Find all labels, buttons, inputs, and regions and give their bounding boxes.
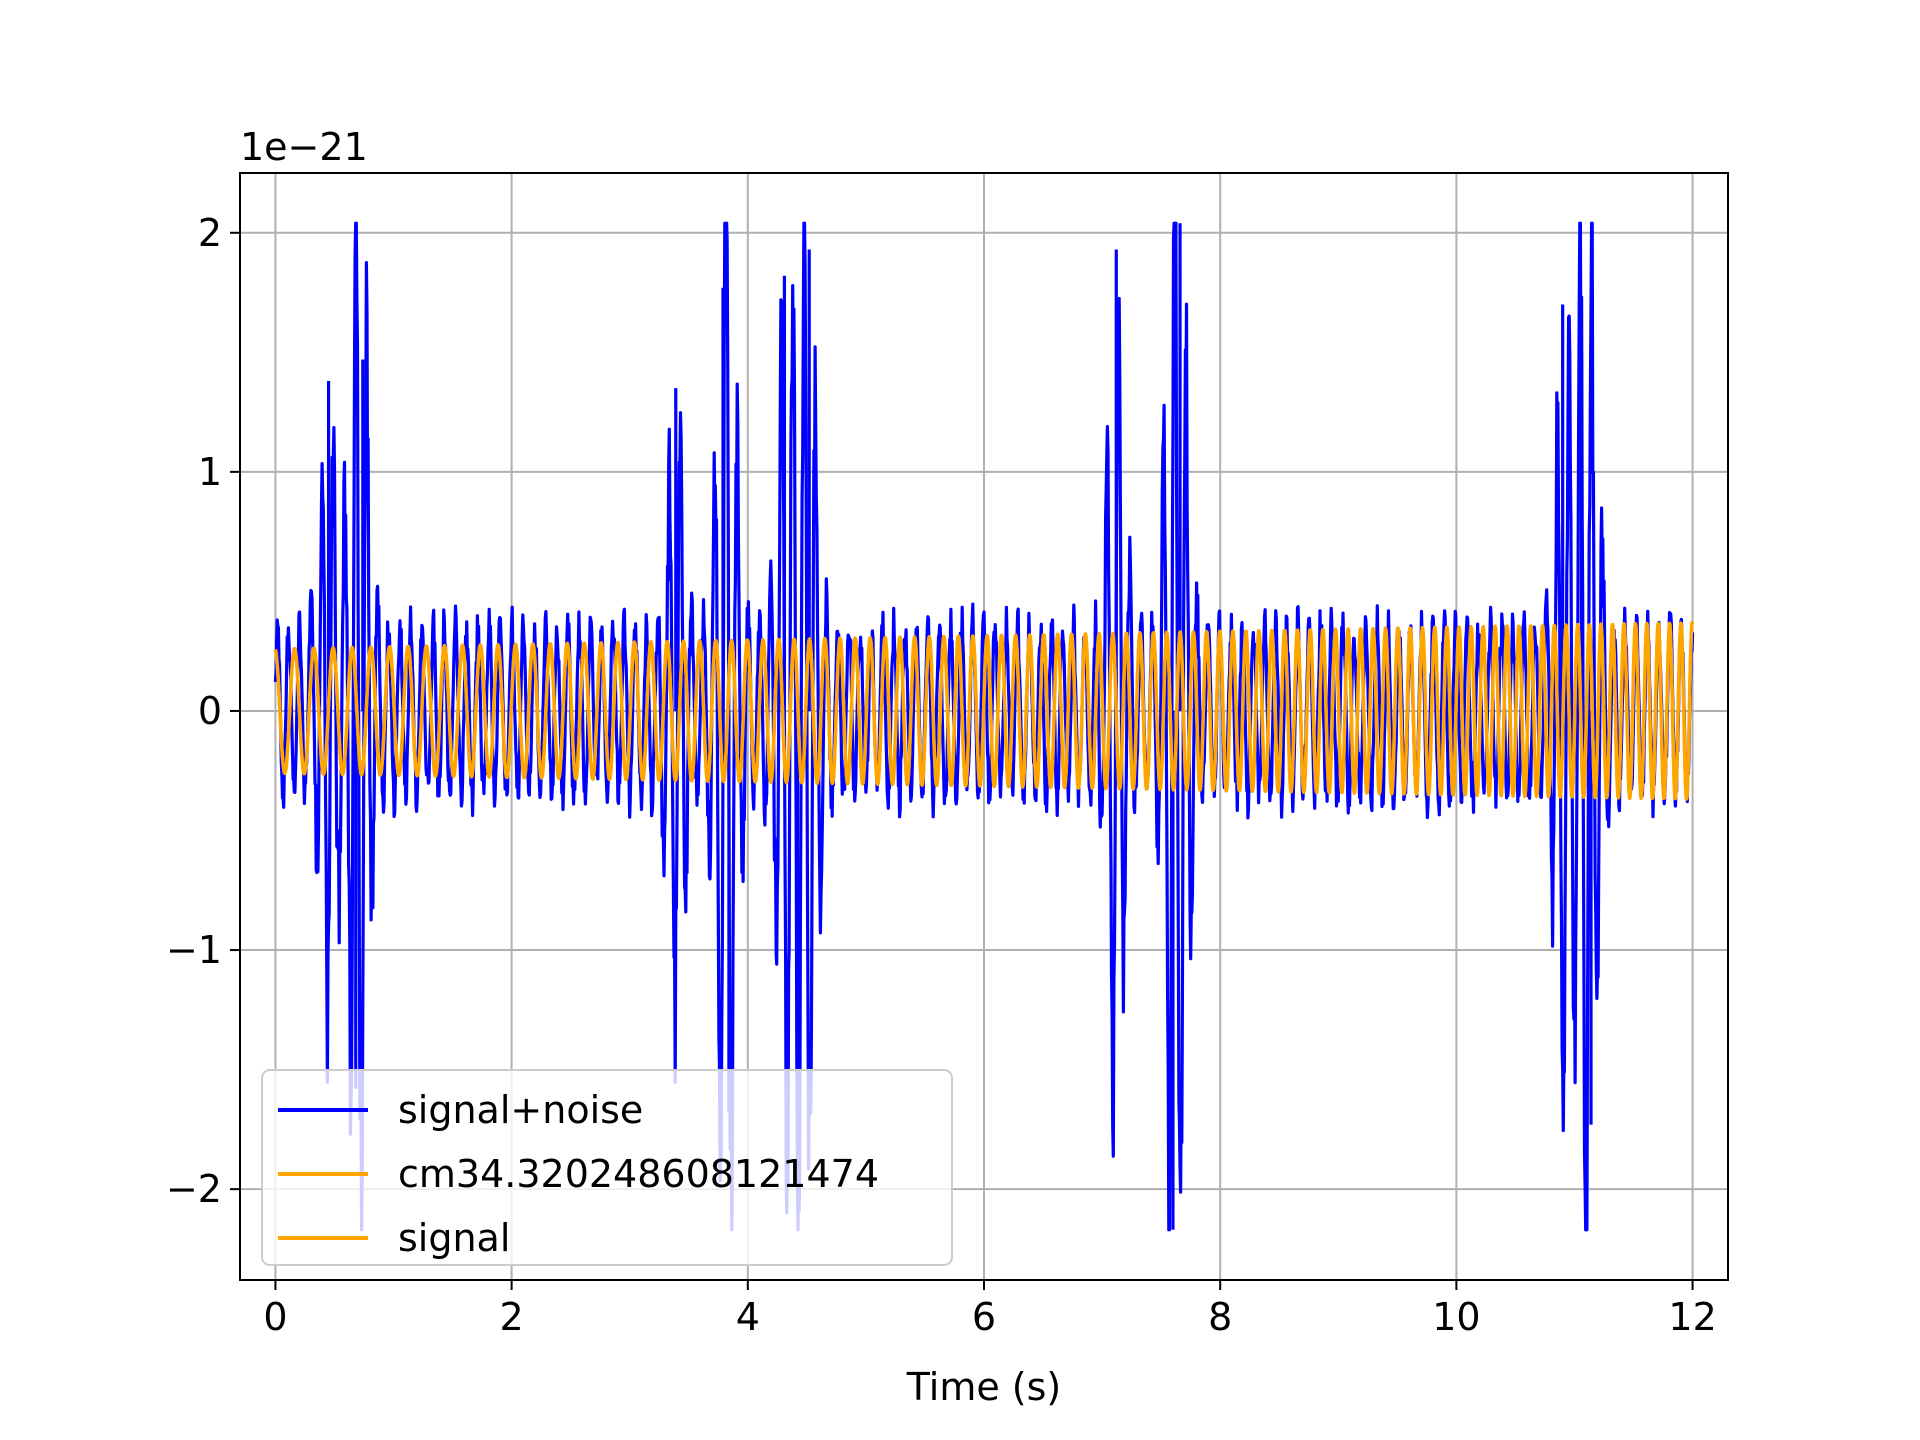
legend: signal+noise cm34.320248608121474 signal <box>261 1069 953 1266</box>
legend-label: cm34.320248608121474 <box>398 1152 879 1196</box>
x-tick-label: 6 <box>972 1295 996 1339</box>
series-line-cm-template <box>273 620 1695 801</box>
x-axis-ticks: 0 2 4 6 8 10 12 <box>263 1280 1717 1339</box>
x-tick-label: 12 <box>1668 1295 1716 1339</box>
y-axis-ticks: −2 −1 0 1 2 <box>166 211 240 1211</box>
legend-box <box>261 1069 953 1266</box>
y-tick-label: 0 <box>198 689 222 733</box>
y-tick-label: 1 <box>198 450 222 494</box>
x-tick-label: 10 <box>1432 1295 1480 1339</box>
y-offset-label: 1e−21 <box>240 125 368 169</box>
y-tick-label: 2 <box>198 211 222 255</box>
y-tick-label: −2 <box>166 1167 222 1211</box>
x-axis-label: Time (s) <box>906 1365 1062 1409</box>
y-tick-label: −1 <box>166 928 222 972</box>
plot-area <box>273 221 1695 1232</box>
legend-label: signal <box>398 1216 510 1260</box>
x-tick-label: 2 <box>500 1295 524 1339</box>
x-tick-label: 8 <box>1208 1295 1232 1339</box>
x-tick-label: 4 <box>736 1295 760 1339</box>
legend-label: signal+noise <box>398 1088 643 1132</box>
x-tick-label: 0 <box>263 1295 287 1339</box>
